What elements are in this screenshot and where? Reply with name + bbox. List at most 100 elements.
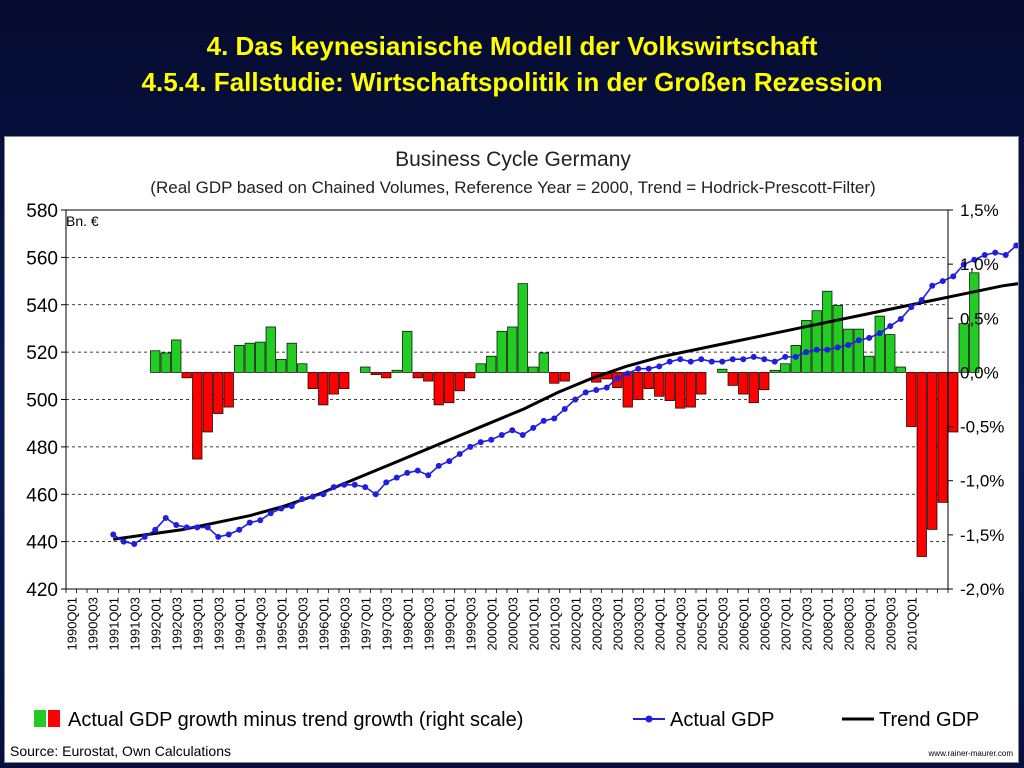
actual-gdp-point	[929, 282, 936, 289]
actual-gdp-point	[362, 484, 369, 491]
gap-bar	[717, 368, 728, 373]
actual-gdp-point	[173, 522, 180, 529]
actual-gdp-point	[866, 334, 873, 341]
actual-gdp-point	[1002, 252, 1009, 259]
gap-bar	[465, 372, 476, 379]
gap-bar	[360, 366, 371, 373]
x-axis-tick-label: 1997Q03	[379, 597, 394, 651]
left-axis-tick-label: 560	[26, 248, 58, 269]
gap-bar	[937, 372, 948, 503]
left-axis-tick-label: 540	[26, 296, 58, 317]
gap-bar	[727, 372, 738, 386]
gap-bar	[906, 372, 917, 427]
actual-gdp-point	[855, 337, 862, 344]
actual-gdp-point	[120, 538, 127, 545]
gap-bar	[769, 369, 780, 373]
slide-title-line-1: 4. Das keynesianische Modell der Volkswi…	[206, 31, 818, 61]
actual-gdp-point	[183, 524, 190, 531]
chart-frame: Business Cycle Germany (Real GDP based o…	[4, 136, 1024, 763]
actual-gdp-point	[330, 484, 337, 491]
left-axis-tick-label: 420	[26, 580, 58, 601]
actual-gdp-point	[435, 462, 442, 469]
gap-bar	[832, 304, 843, 373]
gap-bar	[916, 372, 927, 557]
actual-gdp-point	[918, 297, 925, 304]
gap-bar	[969, 272, 980, 373]
actual-gdp-point	[299, 495, 306, 502]
x-axis-tick-label: 2006Q01	[736, 597, 751, 651]
gap-bar	[685, 372, 696, 408]
actual-gdp-point	[309, 493, 316, 500]
x-axis-tick-label: 1996Q01	[316, 597, 331, 651]
gap-bar	[423, 372, 434, 382]
actual-gdp-point	[813, 346, 820, 353]
gap-bar	[276, 359, 287, 373]
x-axis-tick-label: 1993Q01	[190, 597, 205, 651]
actual-gdp-point	[488, 436, 495, 443]
actual-gdp-point	[698, 356, 705, 363]
gap-bar	[801, 320, 812, 373]
slide-title: 4. Das keynesianische Modell der Volkswi…	[0, 28, 1024, 100]
gap-bar	[202, 372, 213, 433]
gap-bar	[822, 290, 833, 373]
gap-bar	[213, 372, 224, 414]
actual-gdp-point	[446, 458, 453, 465]
slide-title-line-2: 4.5.4. Fallstudie: Wirtschaftspolitik in…	[141, 67, 883, 97]
actual-gdp-point	[824, 346, 831, 353]
gap-bar	[381, 372, 392, 379]
x-axis-tick-label: 1990Q03	[85, 597, 100, 651]
x-axis-tick-label: 2000Q01	[484, 597, 499, 651]
right-axis-tick-label: -1,0%	[960, 472, 1004, 491]
gap-bar	[958, 323, 969, 373]
legend-swatch-positive	[34, 710, 46, 727]
gap-bars	[150, 272, 980, 557]
actual-gdp-point	[708, 358, 715, 365]
legend-actual-label: Actual GDP	[670, 709, 774, 731]
gap-bar	[507, 326, 518, 373]
chart-axes: 420 440 460 480 500 520 540 560 580 -2,0% -1,5% -1,…	[26, 201, 1004, 601]
x-axis-tick-label: 1995Q01	[274, 597, 289, 651]
chart-gridlines	[66, 256, 948, 543]
left-axis-tick-label: 460	[26, 485, 58, 506]
gap-bar	[517, 283, 528, 373]
gap-bar	[885, 334, 896, 373]
actual-gdp-point	[425, 472, 432, 479]
gap-bar	[675, 372, 686, 409]
actual-gdp-point	[834, 344, 841, 351]
actual-gdp-point	[960, 261, 967, 268]
actual-gdp-point	[320, 491, 327, 498]
actual-gdp-point	[414, 467, 421, 474]
x-axis-tick-label: 2002Q03	[589, 597, 604, 651]
gap-bar	[538, 352, 549, 373]
actual-gdp-point	[656, 363, 663, 370]
actual-gdp-point	[897, 315, 904, 322]
actual-gdp-point	[572, 396, 579, 403]
actual-gdp-point	[152, 526, 159, 533]
legend-swatch-negative	[48, 710, 60, 727]
actual-gdp-point	[215, 533, 222, 540]
x-axis-tick-label: 1996Q03	[337, 597, 352, 651]
x-axis-tick-label: 1991Q03	[127, 597, 142, 651]
actual-gdp-point	[110, 531, 117, 538]
actual-gdp-point	[845, 342, 852, 349]
x-axis-tick-label: 2003Q03	[631, 597, 646, 651]
x-axis-tick-label: 1995Q03	[295, 597, 310, 651]
gap-bar	[759, 372, 770, 391]
x-axis-tick-label: 1999Q01	[442, 597, 457, 651]
gap-bar	[454, 372, 465, 392]
gap-bar	[843, 328, 854, 373]
gap-bar	[444, 372, 455, 404]
gap-bar	[307, 372, 318, 390]
x-axis-tick-label: 1998Q01	[400, 597, 415, 651]
left-axis-tick-label: 440	[26, 533, 58, 554]
x-axis-tick-label: 2008Q01	[820, 597, 835, 651]
actual-gdp-point	[530, 424, 537, 431]
trend-gdp-line	[113, 281, 1024, 541]
actual-gdp-point	[593, 387, 600, 394]
legend-gap-label: Actual GDP growth minus trend growth (ri…	[68, 709, 523, 731]
actual-gdp-point	[519, 432, 526, 439]
actual-gdp-point	[236, 526, 243, 533]
watermark: www.rainer-maurer.com	[928, 749, 1014, 758]
x-axis-tick-labels: 1990Q01 1990Q03 1991Q01 1991Q03 1992Q01 1992Q…	[64, 597, 919, 651]
gap-bar	[874, 315, 885, 373]
